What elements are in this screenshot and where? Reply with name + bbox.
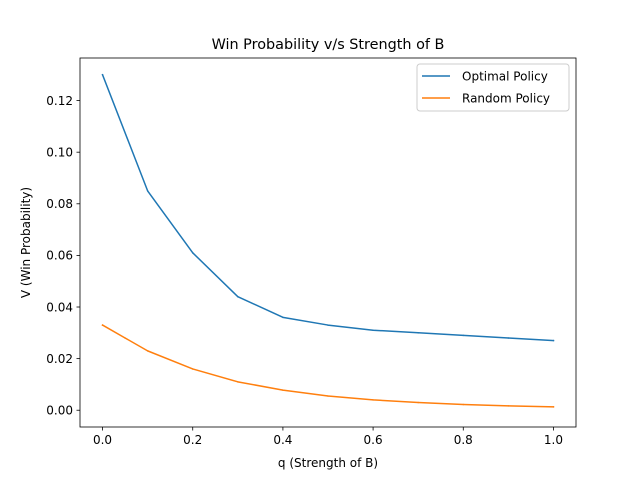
x-tick-label: 0.2	[183, 433, 202, 447]
series-0-point	[191, 252, 194, 254]
series-0-point	[462, 334, 465, 337]
y-tick-label: 0.00	[46, 404, 73, 418]
x-tick-label: 1.0	[544, 433, 563, 447]
x-axis-label: q (Strength of B)	[278, 456, 378, 470]
series-1-point	[146, 350, 149, 352]
y-tick-label: 0.02	[46, 352, 73, 366]
series-1-point	[191, 368, 194, 370]
series-0-point	[101, 74, 104, 76]
series-0-point	[507, 337, 510, 339]
series-0-point	[552, 339, 555, 342]
series-layer	[101, 73, 555, 408]
series-1-point	[552, 406, 555, 408]
y-tick-label: 0.06	[46, 249, 73, 263]
series-0-point	[282, 316, 284, 319]
chart-title: Win Probability v/s Strength of B	[212, 37, 445, 53]
y-tick-label: 0.10	[46, 145, 73, 159]
x-axis-ticks: 0.0 0.2 0.4 0.6 0.8 1.0	[93, 427, 563, 447]
series-1-point	[417, 401, 419, 404]
legend-box	[416, 63, 570, 112]
y-axis-ticks: 0.00 0.02 0.04 0.06 0.08 0.10 0.12	[46, 94, 80, 418]
legend-label: Random Policy	[462, 91, 550, 105]
series-1-point	[327, 395, 329, 397]
series-1-point	[237, 381, 239, 383]
legend-label: Optimal Policy	[462, 69, 548, 83]
legend: Optimal Policy Random Policy	[416, 63, 570, 112]
series-1-point	[124, 337, 126, 339]
series-0-point	[372, 329, 374, 331]
plot-area	[79, 57, 577, 428]
x-tick-label: 0.4	[273, 433, 292, 447]
axes-frame	[79, 57, 577, 428]
series-1-point	[282, 389, 284, 391]
series-0-point	[146, 190, 149, 192]
series-1-point	[507, 405, 510, 407]
series-0-point	[417, 332, 419, 334]
x-tick-label: 0.0	[93, 433, 112, 447]
series-1-point	[101, 324, 104, 326]
series-0-point	[327, 324, 329, 326]
series-line-1	[101, 324, 555, 408]
y-tick-label: 0.04	[46, 300, 73, 314]
series-0-point	[237, 295, 239, 298]
y-tick-label: 0.12	[46, 94, 73, 108]
series-1-point	[372, 399, 374, 401]
x-tick-label: 0.6	[364, 433, 383, 447]
x-tick-label: 0.8	[454, 433, 473, 447]
y-tick-label: 0.08	[46, 197, 73, 211]
series-1-point	[462, 403, 465, 406]
y-axis-label: V (Win Probability)	[19, 187, 33, 298]
